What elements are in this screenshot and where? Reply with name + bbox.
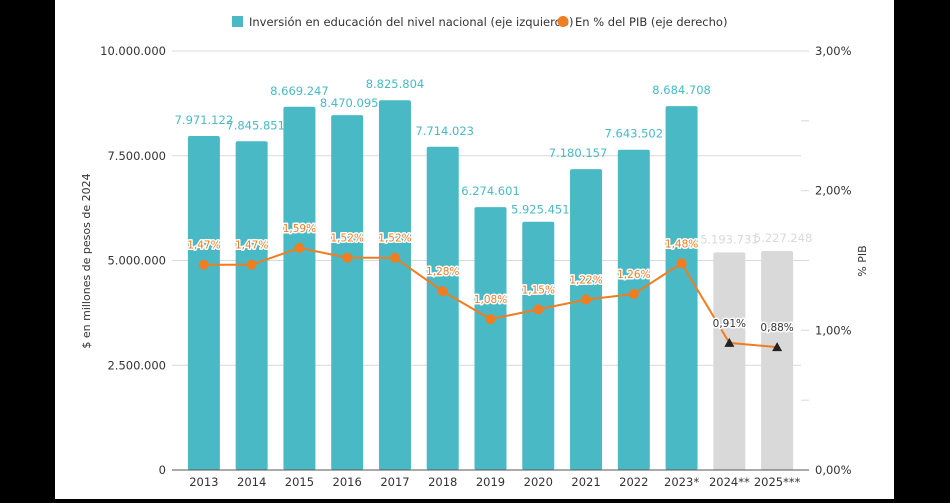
bar-2023* [665, 106, 698, 471]
y-axis-left: 0 2.500.000 5.000.000 7.500.000 10.000.000 [100, 44, 166, 477]
x-tick-label: 2019 [476, 475, 505, 489]
x-tick-label: 2020 [524, 475, 553, 489]
x-tick-label: 2021 [571, 475, 600, 489]
x-axis: 2013 2014 2015 2016 2017 2018 2019 2020 2021 2022… [172, 469, 809, 489]
bar-2020 [522, 221, 555, 470]
pib-value-label: 0,88% [760, 322, 793, 334]
bar-2025*** [761, 250, 794, 470]
pib-value-label: 1,48% [665, 238, 698, 250]
pib-value-label: 1,28% [426, 266, 459, 278]
y-tick-label: 2.500.000 [107, 358, 166, 372]
x-tick-label: 2024** [709, 475, 750, 489]
x-tick-label: 2015 [285, 475, 314, 489]
legend-label-line: En % del PIB (eje derecho) [575, 15, 727, 29]
bar-value-label: 8.470.095 [320, 96, 379, 110]
bar-value-label: 8.825.804 [366, 77, 425, 91]
point-marker [485, 314, 496, 325]
y-tick-label: 7.500.000 [107, 149, 166, 163]
point-marker [581, 294, 592, 305]
y-tick-label: 5.000.000 [107, 254, 166, 268]
y2-tick-label: 1,00% [815, 323, 852, 337]
y-axis-right: 0,00% 1,00% 2,00% 3,00% [815, 44, 852, 477]
point-marker [342, 252, 353, 263]
pib-value-label: 0,91% [713, 318, 746, 330]
point-marker [676, 258, 687, 269]
combo-chart: Inversión en educación del nivel naciona… [80, 15, 869, 489]
bar-2015 [283, 106, 316, 471]
pib-value-label: 1,22% [569, 275, 602, 287]
bar-value-label: 7.180.157 [549, 146, 608, 160]
x-tick-label: 2017 [380, 475, 409, 489]
bar-series [187, 100, 794, 471]
point-marker [628, 289, 639, 300]
bar-2018 [426, 146, 459, 470]
bar-value-label: 5.227.248 [754, 231, 813, 245]
bar-2014 [235, 141, 268, 470]
legend-label-bars: Inversión en educación del nivel naciona… [249, 15, 573, 29]
pib-value-label: 1,08% [474, 294, 507, 306]
pib-value-label: 1,59% [283, 223, 316, 235]
x-tick-label: 2016 [333, 475, 362, 489]
legend: Inversión en educación del nivel naciona… [232, 15, 727, 29]
bar-2024** [713, 252, 746, 470]
y-axis-title: $ en millones de pesos de 2024 [80, 173, 93, 348]
pib-value-label: 1,52% [331, 233, 364, 245]
pib-value-label: 1,15% [522, 284, 555, 296]
pib-value-label: 1,47% [187, 240, 220, 252]
line-labels: 1,47% 1,47% 1,59% 1,52% 1,52% 1,28% 1,08% 1,15%… [186, 221, 796, 335]
pib-value-label: 1,47% [235, 240, 268, 252]
legend-swatch-line [557, 16, 569, 27]
point-marker [198, 259, 209, 270]
y-tick-label: 10.000.000 [100, 44, 166, 58]
legend-item-line[interactable]: En % del PIB (eje derecho) [557, 15, 728, 29]
point-marker [437, 286, 448, 297]
x-tick-label: 2023* [664, 475, 699, 489]
bar-2013 [187, 136, 220, 470]
y-tick-label: 0 [159, 463, 166, 477]
y2-tick-label: 2,00% [815, 184, 852, 198]
bar-value-label: 5.193.731 [700, 232, 759, 246]
bar-value-label: 7.971.122 [175, 113, 234, 127]
legend-swatch-bars [232, 16, 243, 27]
y2-axis-title: % PIB [856, 245, 869, 276]
legend-item-bars[interactable]: Inversión en educación del nivel naciona… [232, 15, 573, 29]
x-tick-label: 2022 [619, 475, 648, 489]
x-tick-label: 2013 [189, 475, 218, 489]
pib-value-label: 1,26% [617, 269, 650, 281]
bar-value-label: 7.643.502 [605, 127, 664, 141]
pib-value-label: 1,52% [378, 233, 411, 245]
bar-value-label: 7.714.023 [415, 124, 474, 138]
bar-value-label: 6.274.601 [461, 184, 520, 198]
point-marker [389, 252, 400, 263]
chart-panel: Inversión en educación del nivel naciona… [55, 0, 894, 499]
bar-value-label: 5.925.451 [511, 203, 570, 217]
bar-2022 [617, 149, 650, 471]
bar-2019 [474, 207, 507, 470]
bar-2021 [570, 169, 603, 470]
x-tick-label: 2025*** [754, 475, 801, 489]
bar-value-label: 7.845.851 [226, 118, 285, 132]
x-tick-label: 2018 [428, 475, 457, 489]
x-tick-label: 2014 [237, 475, 266, 489]
point-marker-triangle [724, 337, 735, 347]
y2-tick-label: 3,00% [815, 44, 852, 58]
bar-value-label: 8.669.247 [270, 84, 329, 98]
point-marker-triangle [772, 342, 783, 352]
line-series [198, 242, 783, 352]
point-marker [246, 259, 257, 270]
bar-2016 [331, 115, 364, 470]
y2-tick-label: 0,00% [815, 463, 852, 477]
bar-value-label: 8.684.708 [652, 83, 711, 97]
point-marker [533, 304, 544, 315]
point-marker [294, 242, 305, 253]
bar-2017 [378, 100, 411, 470]
